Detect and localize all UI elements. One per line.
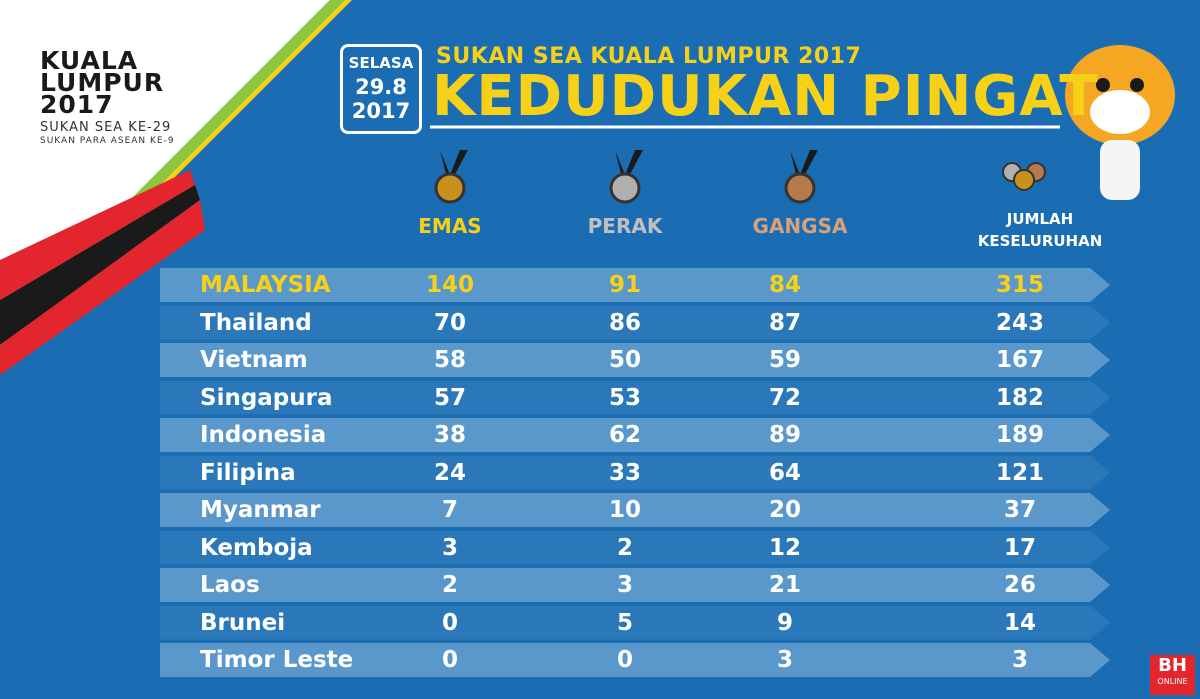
medal-count: 2 <box>441 572 458 598</box>
stripe <box>0 200 205 375</box>
medal-group <box>1002 162 1046 191</box>
medal-count: 70 <box>433 309 466 336</box>
medal-count: 72 <box>768 384 801 411</box>
table-row: Kemboja 3 2 12 17 <box>160 530 1110 565</box>
logo-sub: SUKAN PARA ASEAN KE-9 <box>40 136 175 146</box>
country: Vietnam <box>200 347 308 373</box>
country: Kemboja <box>200 534 313 561</box>
logo-text: KUALA <box>40 46 139 75</box>
medal-count: 0 <box>616 647 633 673</box>
medal-count: 7 <box>441 497 458 523</box>
brand-badge <box>1150 655 1195 695</box>
medal-count: 21 <box>768 572 801 598</box>
date-box: SELASA 29.8 2017 <box>340 44 422 134</box>
table-row: Vietnam 58 50 59 167 <box>160 343 1110 377</box>
table-row: Indonesia 38 62 89 189 <box>160 418 1110 452</box>
medal-count: 91 <box>608 272 641 298</box>
column-header: PERAK <box>587 214 663 238</box>
medal-count: 0 <box>441 609 458 636</box>
medal-count: 17 <box>1003 534 1036 561</box>
table-row: Brunei 0 5 9 14 <box>160 605 1110 640</box>
table-row: Myanmar 7 10 20 37 <box>160 493 1110 527</box>
medal-count: 50 <box>608 347 641 373</box>
medal-count: 3 <box>616 572 633 598</box>
table-row: Thailand 70 86 87 243 <box>160 305 1110 340</box>
medal-count: 20 <box>768 497 801 523</box>
table-row: MALAYSIA 140 91 84 315 <box>160 268 1110 302</box>
column-header: JUMLAH KESELURUHAN <box>977 210 1103 250</box>
medal-count: 315 <box>995 272 1044 298</box>
table-row: Filipina 24 33 64 121 <box>160 455 1110 490</box>
medal-count: 89 <box>768 422 801 448</box>
medal-count: 37 <box>1003 497 1036 523</box>
medal-count: 167 <box>995 347 1044 373</box>
country: Myanmar <box>200 497 321 523</box>
logo-sub: SUKAN SEA KE-29 <box>40 120 172 135</box>
medal-count: 24 <box>433 459 466 486</box>
medal-count: 182 <box>995 384 1044 411</box>
country: Indonesia <box>200 422 327 448</box>
medal-count: 87 <box>768 309 801 336</box>
country: Brunei <box>200 609 286 636</box>
medal-count: 62 <box>608 422 641 448</box>
column-header: GANGSA <box>752 214 848 238</box>
medal-count: 57 <box>433 384 466 411</box>
medal-count: 26 <box>1003 572 1036 598</box>
stripe <box>0 170 195 300</box>
stripe <box>0 185 200 345</box>
medal-gold <box>434 150 468 204</box>
title: KEDUDUKAN PINGAT <box>432 64 1099 129</box>
medal-silver <box>609 150 643 204</box>
medal-count: 189 <box>995 422 1044 448</box>
country: Timor Leste <box>200 647 354 673</box>
medal-count: 5 <box>616 609 633 636</box>
medal-count: 86 <box>608 309 641 336</box>
country: Laos <box>200 572 260 598</box>
medal-count: 0 <box>441 647 458 673</box>
table-row: Singapura 57 53 72 182 <box>160 380 1110 415</box>
medal-count: 140 <box>425 272 474 298</box>
country: MALAYSIA <box>200 272 331 298</box>
date-date: 29.8 <box>355 75 407 99</box>
medal-count: 3 <box>776 647 793 673</box>
medal-bronze <box>784 150 818 204</box>
mascot <box>1065 45 1175 200</box>
date-day: SELASA <box>348 54 414 72</box>
medal-count: 33 <box>608 459 641 486</box>
medal-count: 64 <box>768 459 801 486</box>
brand-tag: ONLINE <box>1157 677 1188 686</box>
medal-count: 59 <box>768 347 801 373</box>
medal-count: 12 <box>768 534 801 561</box>
table-row: Timor Leste 0 0 3 3 <box>160 643 1110 677</box>
date-year: 2017 <box>351 99 411 123</box>
medal-count: 2 <box>616 534 633 561</box>
medal-count: 84 <box>768 272 801 298</box>
table-row: Laos 2 3 21 26 <box>160 568 1110 602</box>
logo-text: 2017 <box>40 90 114 119</box>
medal-count: 9 <box>776 609 793 636</box>
medal-count: 121 <box>995 459 1044 486</box>
subtitle: SUKAN SEA KUALA LUMPUR 2017 <box>436 44 862 69</box>
medal-count: 243 <box>995 309 1044 336</box>
medal-count: 53 <box>608 384 641 411</box>
country: Thailand <box>200 309 312 336</box>
country: Filipina <box>200 459 296 486</box>
medal-count: 14 <box>1003 609 1036 636</box>
medal-count: 3 <box>441 534 458 561</box>
column-header: EMAS <box>418 214 482 238</box>
medal-count: 38 <box>433 422 466 448</box>
country: Singapura <box>200 384 333 411</box>
brand-name: BH <box>1158 655 1187 676</box>
logo-text: LUMPUR <box>40 68 165 97</box>
medal-count: 10 <box>608 497 641 523</box>
medal-count: 3 <box>1011 647 1028 673</box>
medal-count: 58 <box>433 347 466 373</box>
